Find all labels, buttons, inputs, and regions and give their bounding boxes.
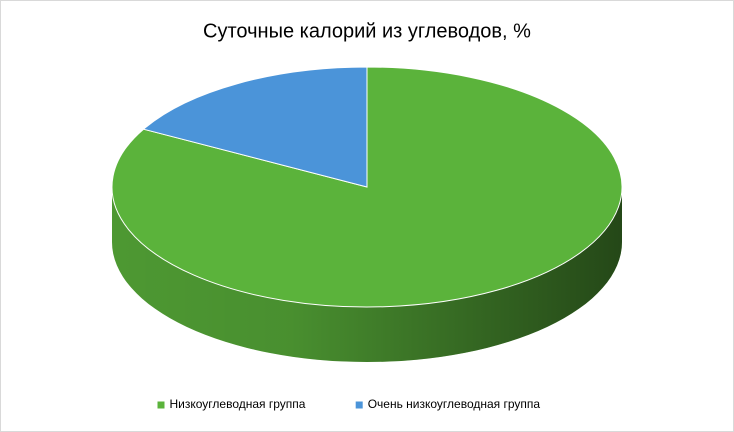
chart-title: Суточные калорий из углеводов, % xyxy=(203,20,531,42)
pie-side-shade xyxy=(112,187,622,362)
legend-label: Низкоуглеводная группа xyxy=(170,397,306,411)
pie-slice xyxy=(142,66,368,188)
legend-label: Очень низкоуглеводная группа xyxy=(368,397,541,411)
legend-marker xyxy=(355,401,363,409)
legend-marker xyxy=(157,401,165,409)
